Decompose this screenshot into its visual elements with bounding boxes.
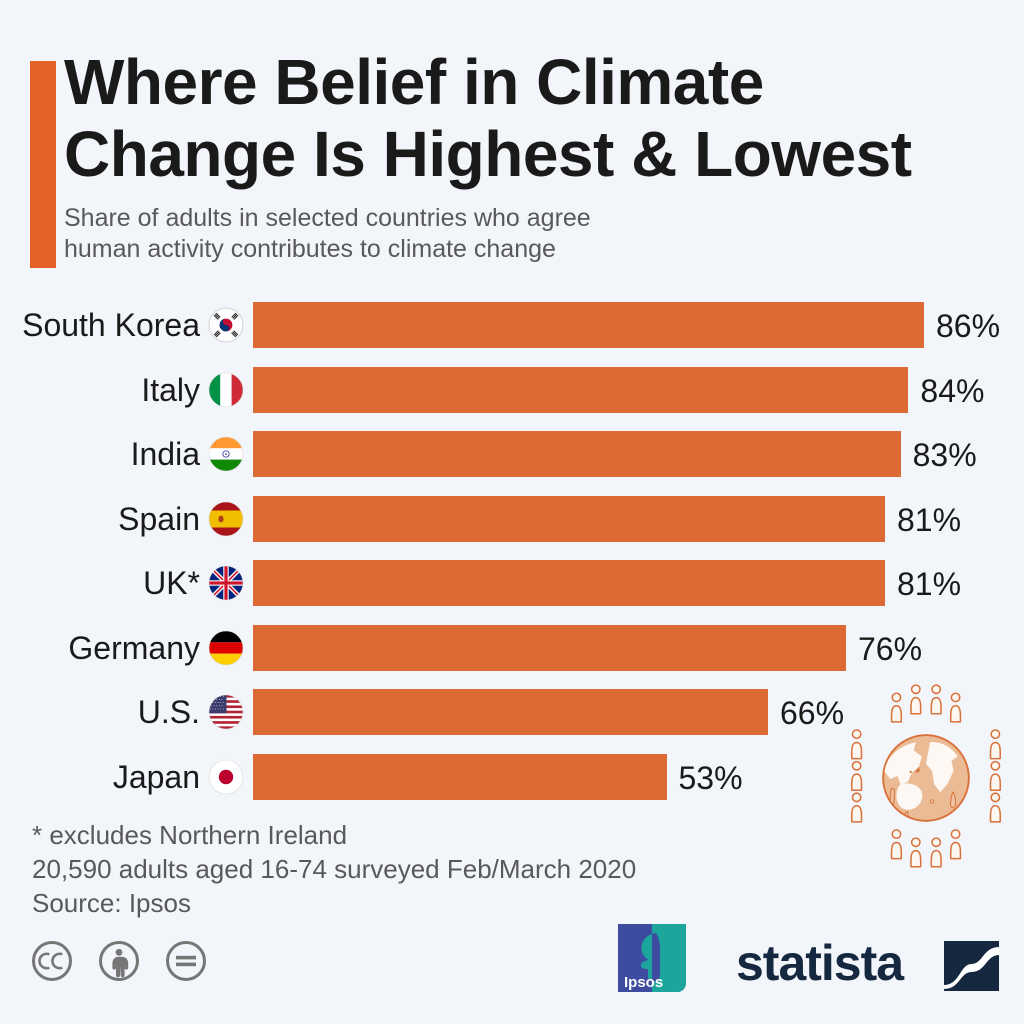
svg-text:Ipsos: Ipsos (624, 974, 663, 991)
